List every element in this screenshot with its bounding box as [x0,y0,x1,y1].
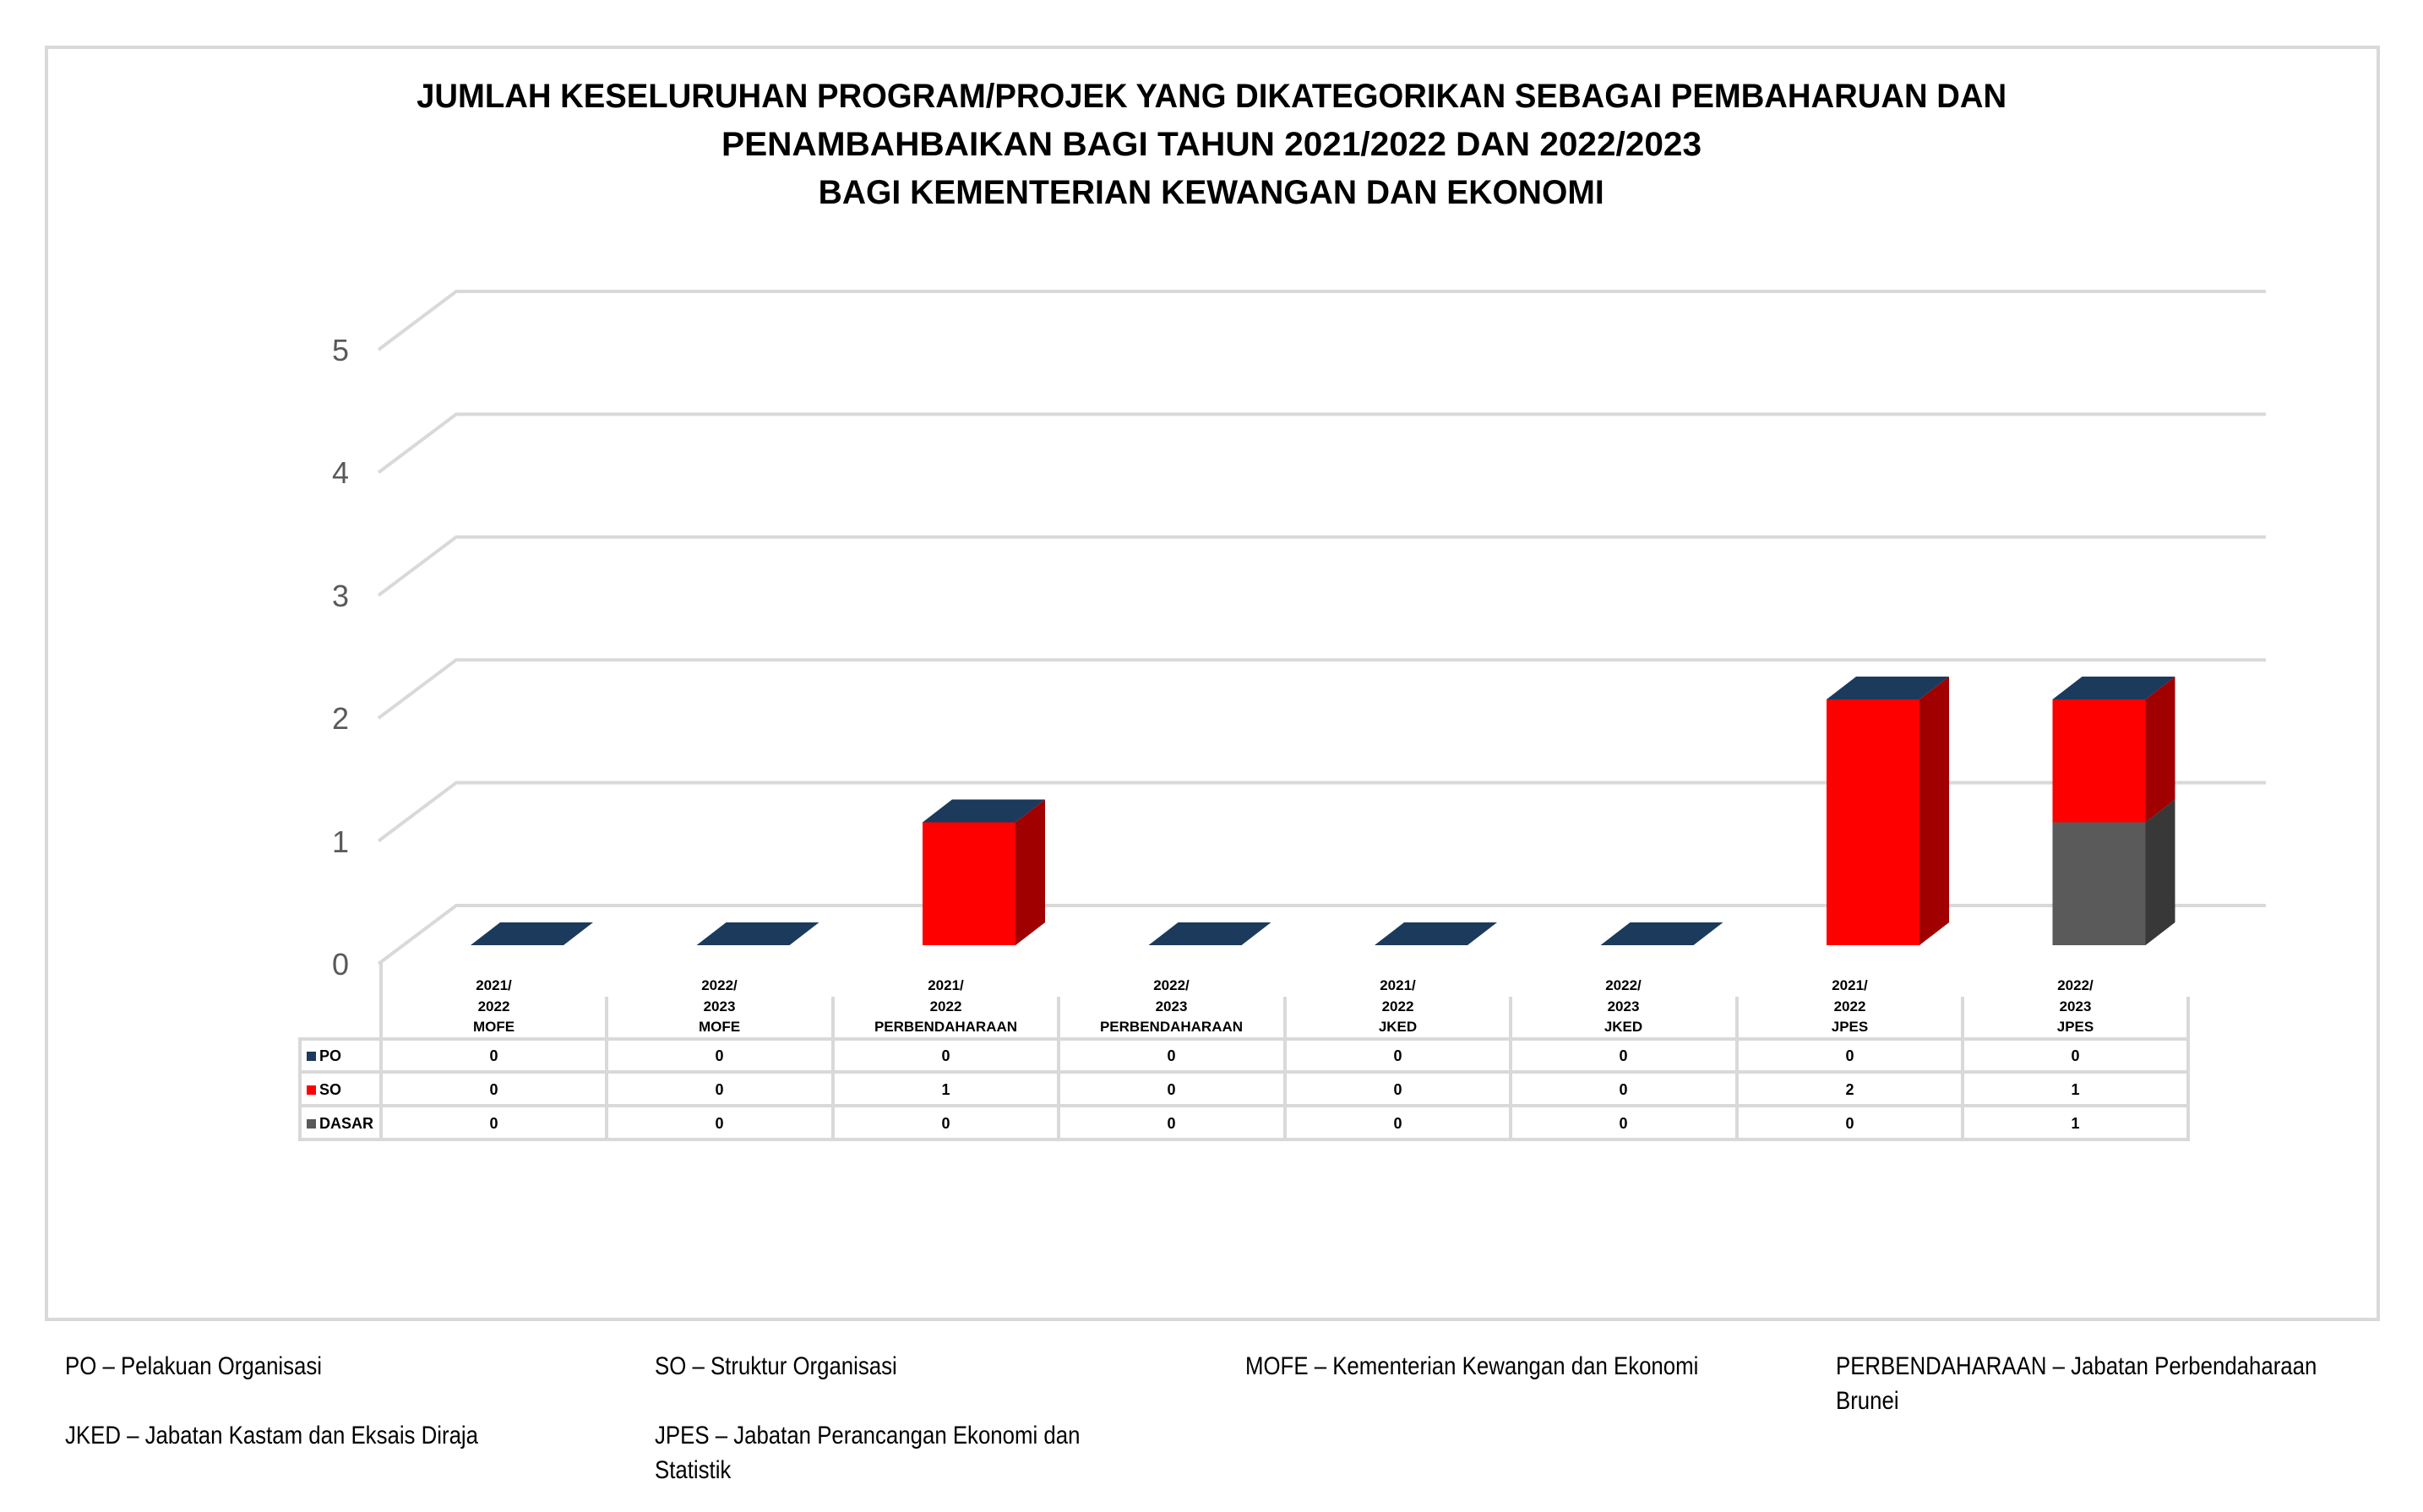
table-cell: 0 [1845,1047,1854,1064]
column-header: 2021/2022 JKED [1378,977,1418,1035]
table-border [298,1070,2190,1074]
y-tick-label: 2 [331,701,350,736]
footnote-mofe: MOFE – Kementerian Kewangan dan Ekonomi [1245,1352,1699,1380]
footnote-jked: JKED – Jabatan Kastam dan Eksais Diraja [65,1422,479,1449]
table-cell: 0 [1619,1115,1628,1132]
table-border [831,997,835,1140]
table-cell: 0 [489,1081,498,1098]
y-tick-label: 1 [331,824,350,859]
table-cell: 0 [1393,1047,1402,1064]
table-cell: 0 [1393,1115,1402,1132]
bar-top-po [1148,922,1271,945]
table-border [1057,997,1060,1140]
bar-top-po [2052,677,2175,699]
footnote-po: PO – Pelakuan Organisasi [65,1352,323,1380]
table-border [379,963,383,1140]
table-cell: 0 [1167,1047,1176,1064]
bar-segment-dasar [2052,822,2146,945]
so-swatch-icon [307,1085,316,1095]
y-tick-label: 0 [331,947,350,982]
table-border [1283,997,1287,1140]
gridline [377,658,2266,720]
bar-top-po [471,922,593,945]
dasar-swatch-icon [307,1119,316,1129]
bar-segment-so [923,822,1015,945]
footnote-perbendaharaan: PERBENDAHARAAN – Jabatan Perbendaharaan [1836,1352,2317,1380]
table-border [1735,997,1739,1140]
bar-top-po [923,799,1045,823]
legend-dasar: DASAR [300,1107,381,1140]
gridline [377,780,2266,843]
column-header: 2021/2022 MOFE [472,977,515,1035]
table-cell: 1 [941,1081,950,1098]
column-header: 2022/2023 MOFE [698,977,741,1035]
gridline [377,535,2266,597]
table-cell: 0 [941,1047,950,1064]
gridline [377,290,2266,351]
table-border [298,1104,2190,1107]
table-cell: 0 [1845,1115,1854,1132]
gridline [377,412,2266,475]
table-cell: 0 [489,1115,498,1132]
table-cell: 1 [2071,1081,2080,1098]
table-border [298,1037,2190,1041]
table-border [1961,997,1964,1140]
table-cell: 0 [941,1115,950,1132]
bar-segment-so [1827,699,1919,945]
table-border [298,1037,302,1140]
bar-side-so [1919,677,1949,945]
table-cell: 0 [1619,1047,1628,1064]
table-cell: 0 [489,1047,498,1064]
bar-top-po [696,922,819,945]
table-cell: 1 [2071,1115,2080,1132]
title-line-1: JUMLAH KESELURUHAN PROGRAM/PROJEK YANG D… [417,78,2006,115]
title-line-3: BAGI KEMENTERIAN KEWANGAN DAN EKONOMI [819,174,1604,211]
footnote-so: SO – Struktur Organisasi [655,1352,897,1380]
table-cell: 0 [715,1047,724,1064]
table-cell: 0 [1167,1115,1176,1132]
footnote-perbendaharaan-cont: Brunei [1836,1387,1899,1415]
legend-so: SO [300,1073,381,1107]
title-line-2: PENAMBAHBAIKAN BAGI TAHUN 2021/2022 DAN … [721,126,1702,163]
footnote-jpes-cont: Statistik [655,1456,732,1484]
bar-side-dasar [2145,799,2175,945]
po-swatch-icon [307,1052,316,1061]
bar-top-po [1827,677,1949,699]
table-cell: 0 [1167,1081,1176,1098]
footnote-jpes: JPES – Jabatan Perancangan Ekonomi dan [655,1422,1081,1449]
column-header: 2022/2023 JPES [2056,977,2094,1035]
bar-segment-so [2052,699,2146,823]
column-header: 2021/2022 JPES [1831,977,1869,1035]
legend-po: PO [300,1039,381,1073]
table-cell: 0 [1619,1081,1628,1098]
chart-frame [45,46,2380,1321]
gridline [377,904,2266,965]
column-header: 2022/2023 PERBENDAHARAAN [1099,977,1244,1035]
table-border [2186,997,2190,1140]
y-tick-label: 3 [331,579,350,613]
table-cell: 0 [715,1081,724,1098]
table-border [1509,997,1512,1140]
column-header: 2021/2022 PERBENDAHARAAN [874,977,1018,1035]
y-tick-label: 5 [331,333,350,367]
table-border [605,997,608,1140]
bar-side-so [1015,799,1045,945]
column-header: 2022/2023 JKED [1604,977,1643,1035]
bar-top-po [1600,922,1723,945]
bar-side-so [2145,677,2175,823]
table-cell: 2 [1845,1081,1854,1098]
table-border [298,1138,2190,1141]
bar-top-po [1375,922,1497,945]
table-cell: 0 [1393,1081,1402,1098]
table-cell: 0 [2071,1047,2080,1064]
y-tick-label: 4 [331,455,350,490]
table-cell: 0 [715,1115,724,1132]
